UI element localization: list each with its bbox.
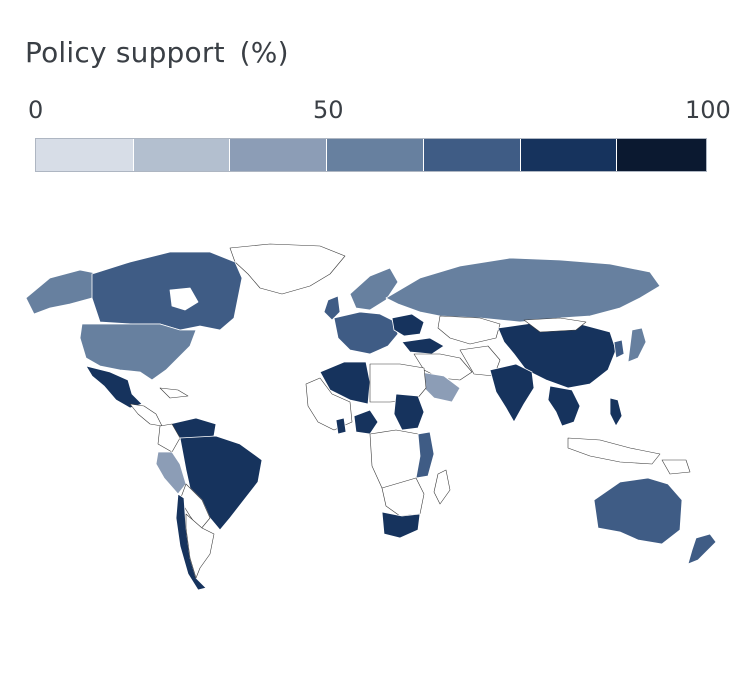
legend-tick-mid: 50 xyxy=(313,96,344,124)
region-nigeria xyxy=(353,409,379,435)
region-caribbean xyxy=(159,387,189,399)
region-hudson-bay xyxy=(169,287,199,311)
legend-bin-4 xyxy=(327,139,424,171)
region-sudan xyxy=(393,393,425,431)
region-west-africa xyxy=(305,377,353,431)
region-australia xyxy=(593,477,683,545)
legend-bin-3 xyxy=(230,139,328,171)
region-ghana xyxy=(335,417,347,435)
region-peru xyxy=(155,451,187,495)
region-turkey xyxy=(401,337,445,355)
region-east-africa xyxy=(415,431,435,479)
legend-bin-6 xyxy=(520,139,618,171)
world-choropleth-map xyxy=(25,243,717,591)
region-mexico xyxy=(85,365,143,409)
region-north-africa xyxy=(369,363,427,403)
region-papua xyxy=(661,459,691,475)
region-southeast-asia xyxy=(547,385,581,427)
legend-bin-1 xyxy=(36,139,134,171)
region-south-africa xyxy=(381,511,421,539)
region-western-europe xyxy=(333,311,399,355)
color-scale-legend xyxy=(35,138,707,172)
region-canada xyxy=(91,251,243,331)
region-alaska xyxy=(25,269,101,315)
legend-bin-5 xyxy=(423,139,521,171)
region-new-zealand xyxy=(687,533,717,565)
legend-tick-max: 100 xyxy=(685,96,731,124)
region-united-states xyxy=(79,323,197,381)
legend-bin-7 xyxy=(617,139,707,171)
region-ukraine xyxy=(391,313,425,337)
region-chile xyxy=(175,493,207,591)
region-middle-east xyxy=(413,353,473,381)
region-korea xyxy=(613,339,625,359)
region-central-asia xyxy=(437,315,501,345)
region-indonesia xyxy=(567,437,661,465)
region-algeria xyxy=(319,361,371,405)
legend-bin-2 xyxy=(133,139,231,171)
region-russia xyxy=(385,257,661,323)
region-colombia xyxy=(157,423,181,453)
legend-title: Policy support (%) xyxy=(25,36,289,69)
region-argentina xyxy=(185,513,215,579)
region-madagascar xyxy=(433,469,451,505)
region-united-kingdom xyxy=(323,295,341,321)
region-greenland xyxy=(229,243,346,295)
region-central-america xyxy=(129,403,163,427)
region-japan xyxy=(627,327,647,363)
region-india xyxy=(489,363,535,423)
region-philippines xyxy=(609,397,623,427)
region-mongolia xyxy=(523,317,587,333)
region-scandinavia xyxy=(349,267,399,311)
legend-tick-min: 0 xyxy=(28,96,44,124)
